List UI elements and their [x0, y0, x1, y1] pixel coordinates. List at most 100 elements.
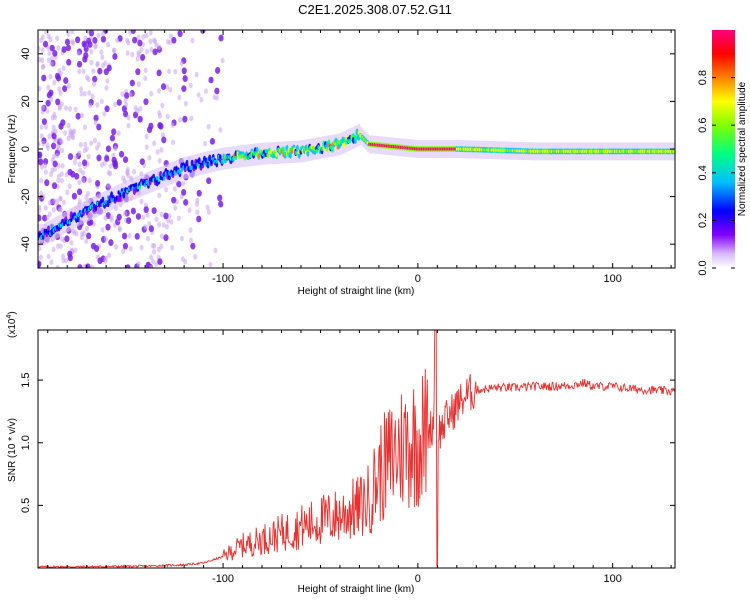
- heatmap-ridge-cell: [91, 203, 94, 208]
- heatmap-noise-cell: [38, 85, 42, 92]
- heatmap-ridge-cell: [219, 154, 222, 159]
- heatmap-noise-cell: [106, 64, 112, 72]
- heatmap-noise-cell: [149, 90, 154, 97]
- heatmap-noise-cell: [167, 68, 172, 75]
- heatmap-halo-cell: [237, 145, 240, 168]
- heatmap-ridge-outer: [46, 225, 51, 233]
- heatmap-noise-cell: [126, 114, 131, 121]
- heatmap-noise-cell: [86, 76, 91, 82]
- spectrogram-xtick-label: -100: [212, 273, 234, 285]
- heatmap-ridge-outer: [76, 215, 80, 223]
- heatmap-noise-cell: [159, 243, 164, 250]
- heatmap-noise-cell: [166, 217, 171, 224]
- heatmap-noise-cell: [74, 231, 79, 237]
- heatmap-ridge-outer: [281, 146, 286, 154]
- heatmap-noise-cell: [157, 157, 162, 164]
- heatmap-noise-cell: [220, 57, 225, 64]
- heatmap-ridge-outer: [295, 144, 300, 152]
- heatmap-noise-cell: [206, 123, 211, 130]
- heatmap-noise-cell: [47, 50, 52, 57]
- heatmap-noise-cell: [161, 222, 166, 228]
- heatmap-noise-cell: [94, 145, 99, 151]
- heatmap-noise-cell: [182, 115, 188, 123]
- heatmap-noise-cell: [93, 119, 98, 126]
- heatmap-noise-cell: [122, 242, 129, 250]
- heatmap-ridge-outer: [118, 194, 123, 202]
- heatmap-noise-cell: [58, 90, 63, 96]
- heatmap-noise-cell: [55, 98, 61, 106]
- heatmap-noise-cell: [171, 196, 177, 204]
- snr-series-line: [38, 330, 675, 568]
- heatmap-noise-cell: [109, 217, 114, 223]
- heatmap-noise-cell: [214, 95, 219, 101]
- heatmap-noise-cell: [108, 170, 113, 177]
- heatmap-noise-cell: [120, 91, 125, 97]
- snr-xtick-label: 0: [415, 573, 421, 585]
- colorbar-gradient: [712, 30, 735, 268]
- heatmap-noise-cell: [59, 101, 64, 108]
- heatmap-noise-cell: [195, 209, 200, 215]
- heatmap-noise-cell: [89, 48, 94, 55]
- heatmap-noise-cell: [38, 207, 42, 213]
- heatmap-noise-cell: [104, 85, 109, 91]
- heatmap-noise-cell: [163, 212, 169, 220]
- heatmap-noise-cell: [55, 152, 60, 159]
- heatmap-ridge-cell: [138, 185, 141, 190]
- heatmap-noise-cell: [96, 32, 101, 39]
- heatmap-ridge-cell: [320, 146, 324, 152]
- heatmap-noise-cell: [38, 260, 42, 268]
- heatmap-noise-cell: [149, 46, 154, 53]
- heatmap-noise-cell: [49, 61, 54, 67]
- heatmap-noise-cell: [77, 264, 83, 268]
- heatmap-noise-cell: [47, 200, 52, 206]
- heatmap-noise-cell: [127, 232, 132, 239]
- heatmap-noise-cell: [117, 225, 122, 231]
- heatmap-noise-cell: [73, 154, 78, 161]
- heatmap-noise-cell: [67, 153, 74, 160]
- heatmap-noise-cell: [164, 186, 169, 193]
- colorbar-tick-label: 0.6: [697, 118, 709, 133]
- heatmap-noise-cell: [130, 207, 136, 215]
- heatmap-noise-cell: [179, 235, 184, 242]
- heatmap-halo-cell: [118, 184, 120, 207]
- heatmap-noise-cell: [148, 30, 153, 36]
- heatmap-ridge-cell: [234, 155, 238, 160]
- heatmap-noise-cell: [61, 199, 66, 206]
- colorbar-tick-label: 0.4: [697, 165, 709, 180]
- heatmap-noise-cell: [151, 207, 157, 215]
- colorbar-ticks: 0.0 0.2 0.4 0.6 0.8: [697, 70, 735, 276]
- heatmap-ridge-cell: [215, 159, 219, 164]
- heatmap-noise-cell: [78, 141, 83, 148]
- heatmap-noise-cell: [82, 124, 87, 131]
- heatmap-noise-cell: [114, 244, 119, 250]
- heatmap-ridge-cell: [315, 148, 318, 154]
- heatmap-noise-cell: [113, 145, 118, 152]
- heatmap-noise-cell: [49, 55, 54, 62]
- heatmap-noise-cell: [182, 75, 188, 82]
- heatmap-noise-cell: [163, 234, 169, 242]
- heatmap-noise-cell: [135, 213, 142, 220]
- heatmap-noise-cell: [70, 30, 75, 34]
- heatmap-noise-cell: [64, 257, 69, 264]
- heatmap-noise-cell: [78, 167, 83, 174]
- heatmap-noise-cell: [57, 105, 62, 111]
- spectrogram-ylabel: Frequency (Hz): [7, 115, 18, 184]
- heatmap-noise-cell: [181, 85, 187, 93]
- heatmap-noise-cell: [177, 94, 182, 101]
- heatmap-ridge-outer: [255, 146, 259, 154]
- snr-ytick-label: 1.5: [20, 372, 32, 387]
- heatmap-noise-cell: [193, 254, 198, 260]
- heatmap-noise-cell: [77, 68, 82, 75]
- spectrogram-ytick-label: 40: [20, 48, 32, 60]
- snr-xtick-label: 100: [603, 573, 621, 585]
- heatmap-noise-cell: [100, 227, 105, 233]
- heatmap-noise-cell: [61, 253, 66, 260]
- heatmap-noise-cell: [50, 114, 55, 121]
- heatmap-noise-cell: [41, 63, 46, 70]
- heatmap-noise-cell: [111, 47, 116, 54]
- heatmap-noise-cell: [38, 158, 44, 166]
- heatmap-noise-cell: [170, 244, 175, 251]
- heatmap-noise-cell: [112, 53, 118, 60]
- spectrogram-ytick-label: -20: [20, 189, 32, 205]
- heatmap-noise-cell: [90, 93, 95, 100]
